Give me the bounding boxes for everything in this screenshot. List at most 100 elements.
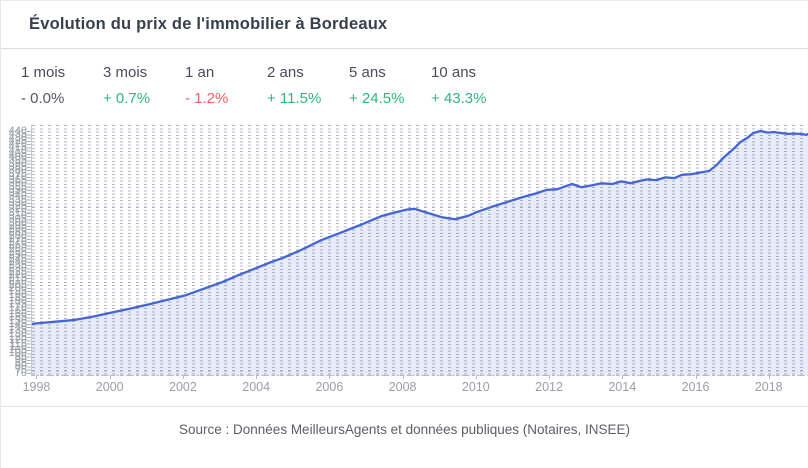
x-axis-tick-label: 2008 — [388, 380, 417, 394]
y-axis-tick-label: 115 — [9, 337, 27, 350]
price-evolution-chart: 440 435 430 425 420 415 410 405 400 395 390 385 380 3… — [1, 120, 808, 397]
x-axis-tick-mark — [36, 375, 38, 379]
card-footer: Source : Données MeilleursAgents et donn… — [1, 407, 808, 451]
y-axis-tick-label: 120 — [8, 334, 27, 347]
x-axis-tick-label: 2010 — [461, 380, 490, 394]
y-axis-tick-label: 125 — [8, 331, 27, 343]
chart-plot-area[interactable] — [31, 125, 808, 376]
y-axis-tick-label: 280 — [8, 229, 27, 242]
x-axis-tick-label: 2014 — [608, 380, 637, 394]
x-axis-tick-label: 2016 — [681, 380, 710, 394]
x-axis-tick-label: 2002 — [169, 380, 197, 394]
y-axis-tick-label: 105 — [8, 344, 27, 357]
y-axis-tick-label: 255 — [8, 245, 27, 258]
y-axis-tick-label: 185 — [8, 291, 27, 304]
y-axis-tick-label: 160 — [8, 308, 27, 321]
x-axis-tick-mark — [622, 375, 624, 379]
y-axis-tick-label: 260 — [8, 242, 27, 255]
y-axis-ticks — [27, 130, 32, 374]
y-axis-tick-label: 175 — [8, 298, 27, 311]
y-axis-tick-label: 245 — [8, 252, 27, 265]
stat-period-label: 5 ans — [349, 64, 386, 81]
y-axis-tick-label: 345 — [8, 187, 27, 200]
y-axis-tick-label: 265 — [8, 239, 27, 252]
y-axis-tick-label: 355 — [8, 180, 27, 193]
y-axis-tick-label: 155 — [8, 311, 27, 324]
x-axis-tick-mark — [109, 375, 111, 379]
y-axis-tick-label: 70 — [14, 366, 27, 379]
y-axis-tick-label: 110 — [9, 340, 27, 353]
x-axis-tick-mark — [695, 375, 697, 379]
y-axis-tick-label: 290 — [8, 223, 27, 236]
x-axis-tick-label: 1998 — [22, 380, 51, 394]
stat-change-value: + 24.5% — [349, 90, 405, 107]
y-axis-tick-label: 270 — [8, 236, 27, 249]
y-axis-tick-label: 75 — [14, 363, 27, 376]
y-axis-tick-label: 305 — [8, 213, 27, 226]
y-axis-tick-label: 420 — [8, 138, 27, 151]
stat-period-label: 2 ans — [267, 64, 304, 81]
card-header: Évolution du prix de l'immobilier à Bord… — [1, 1, 808, 49]
y-axis-tick-label: 400 — [8, 151, 27, 164]
y-axis-tick-label: 100 — [8, 347, 27, 360]
y-axis-tick-label: 390 — [8, 157, 27, 170]
y-axis-tick-label: 195 — [8, 285, 27, 298]
x-axis-tick-mark — [549, 375, 551, 379]
stat-change-value: - 0.0% — [21, 90, 65, 107]
x-axis-tick-label: 2006 — [315, 380, 344, 394]
stat-period-label: 3 mois — [103, 64, 148, 81]
x-axis-tick-mark — [182, 375, 184, 379]
footer-divider — [1, 406, 808, 407]
y-axis-tick-label: 230 — [8, 262, 27, 275]
y-axis-tick-label: 140 — [8, 321, 27, 334]
y-axis-tick-label: 205 — [8, 278, 27, 291]
stat-2-ans: 2 ans + 11.5% — [267, 64, 343, 119]
y-axis-tick-label: 200 — [8, 281, 27, 294]
x-axis-tick-mark — [768, 375, 770, 379]
y-axis-tick-label: 405 — [8, 147, 27, 160]
x-axis-tick-label: 2004 — [242, 380, 271, 394]
stat-1-mois: 1 mois - 0.0% — [21, 64, 97, 119]
y-axis-tick-label: 410 — [8, 144, 27, 157]
stats-row: 1 mois - 0.0% 3 mois + 0.7% 1 an - 1.2% 2 ans +… — [1, 49, 808, 119]
y-axis-tick-label: 215 — [8, 272, 27, 285]
stat-period-label: 1 an — [185, 64, 215, 81]
x-axis-tick-mark — [256, 375, 258, 379]
x-axis-tick-mark — [329, 375, 331, 379]
y-axis-tick-label: 300 — [8, 216, 27, 229]
y-axis-tick-label: 210 — [8, 275, 27, 288]
y-axis-tick-label: 430 — [8, 131, 27, 144]
y-axis-tick-label: 130 — [8, 327, 27, 340]
y-axis-tick-label: 295 — [8, 219, 27, 232]
y-axis-tick-label: 325 — [8, 200, 27, 213]
y-axis-tick-label: 330 — [8, 196, 27, 209]
y-axis-tick-label: 340 — [8, 190, 27, 203]
y-axis-tick-label: 380 — [8, 164, 27, 177]
y-axis-tick-label: 145 — [8, 317, 27, 330]
stat-10-ans: 10 ans + 43.3% — [431, 64, 507, 119]
y-axis-tick-label: 415 — [8, 141, 27, 154]
y-axis-tick-label: 95 — [14, 350, 27, 363]
x-axis-tick-mark — [402, 375, 404, 379]
page-title: Évolution du prix de l'immobilier à Bord… — [29, 15, 388, 33]
y-axis-tick-label: 365 — [8, 174, 27, 187]
stat-change-value: + 43.3% — [431, 90, 487, 107]
y-axis-tick-label: 80 — [14, 360, 27, 373]
y-axis-tick-label: 180 — [8, 295, 27, 308]
stat-1-an: 1 an - 1.2% — [185, 64, 261, 119]
y-axis-tick-label: 315 — [8, 206, 27, 219]
y-axis-tick-label: 165 — [8, 304, 27, 317]
y-axis-tick-label: 235 — [8, 259, 27, 272]
y-axis-tick-label: 320 — [8, 203, 27, 216]
price-area-fill — [32, 131, 808, 375]
stat-change-value: - 1.2% — [185, 90, 229, 107]
x-axis-tick-label: 2012 — [535, 380, 563, 394]
stat-period-label: 1 mois — [21, 64, 66, 81]
stat-5-ans: 5 ans + 24.5% — [349, 64, 425, 119]
y-axis-tick-label: 370 — [8, 170, 27, 183]
y-axis-tick-label: 220 — [8, 268, 27, 281]
y-axis-tick-label: 285 — [8, 226, 27, 239]
y-axis-tick-label: 190 — [8, 288, 27, 301]
y-axis-tick-label: 335 — [8, 193, 27, 206]
y-axis-tick-label: 350 — [8, 183, 27, 196]
